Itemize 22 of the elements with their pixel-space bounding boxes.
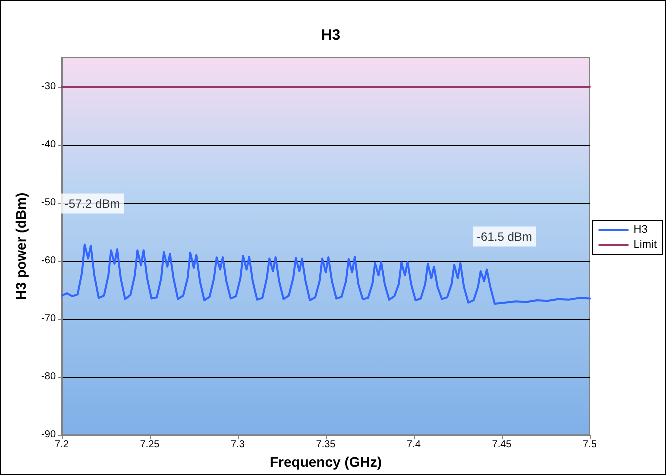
y-tick-label: -80	[42, 372, 56, 383]
legend-label: H3	[634, 224, 648, 236]
y-tick-label: -50	[42, 198, 56, 209]
x-tick-label: 7.5	[583, 440, 598, 451]
x-tick-label: 7.2	[55, 440, 70, 451]
y-tick-label: -30	[42, 82, 56, 93]
y-axis-title: H3 power (dBm)	[13, 192, 29, 300]
y-tick-label: -40	[42, 140, 56, 151]
y-tick-label: -70	[42, 314, 56, 325]
x-tick-label: 7.35	[316, 440, 336, 451]
annotation: -61.5 dBm	[477, 230, 532, 244]
x-tick-label: 7.3	[231, 440, 246, 451]
x-tick-label: 7.45	[492, 440, 512, 451]
annotation: -57.2 dBm	[64, 196, 120, 211]
x-axis-title: Frequency (GHz)	[270, 454, 382, 470]
legend-label: Limit	[634, 239, 658, 251]
x-tick-label: 7.25	[140, 440, 160, 451]
x-tick-label: 7.4	[407, 440, 422, 451]
y-tick-label: -90	[42, 430, 56, 441]
y-tick-label: -60	[42, 256, 56, 267]
chart-title: H3	[321, 27, 341, 44]
line-series	[61, 244, 591, 305]
